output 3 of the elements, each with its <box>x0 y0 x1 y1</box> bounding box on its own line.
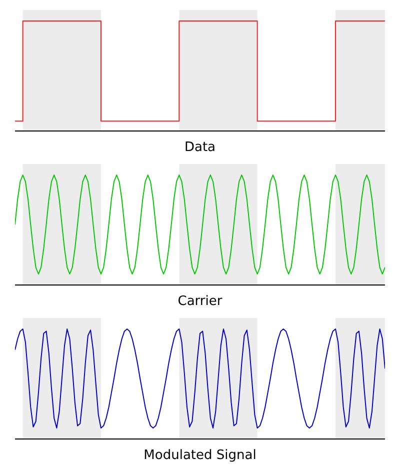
x-axis-title: Carrier <box>178 294 223 309</box>
x-axis-title: Data <box>184 140 216 155</box>
x-axis-title: Modulated Signal <box>144 448 256 463</box>
